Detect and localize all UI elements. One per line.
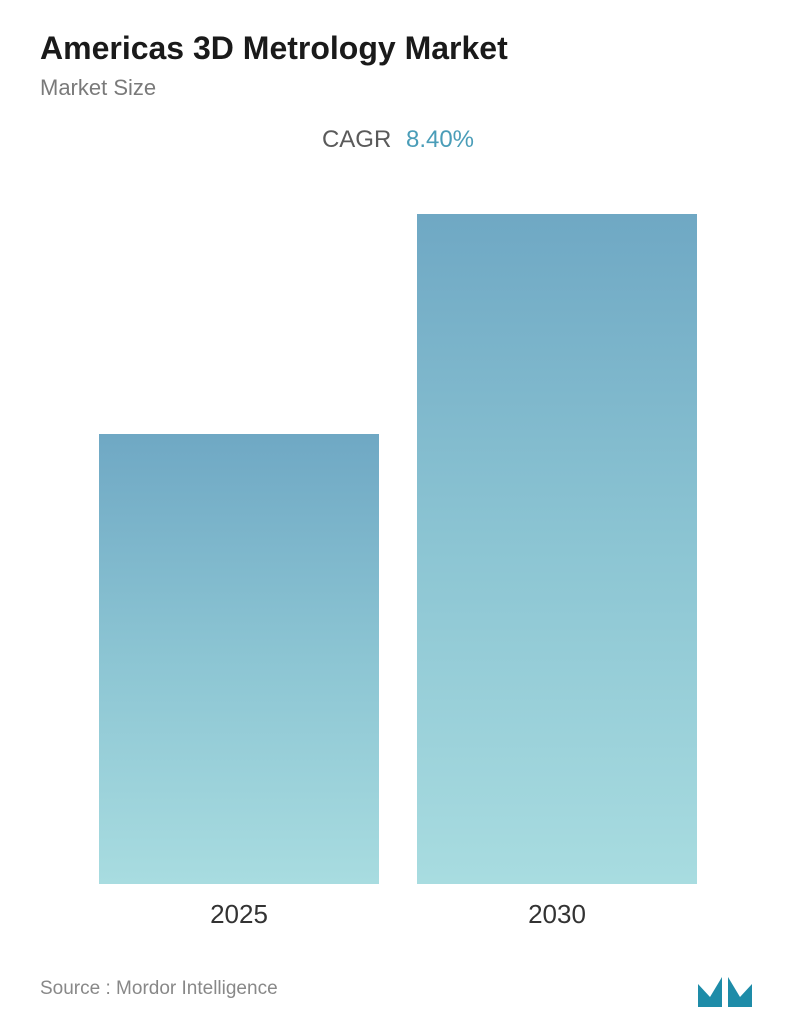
- cagr-label: CAGR: [322, 126, 391, 153]
- footer: Source : Mordor Intelligence: [40, 969, 756, 1009]
- x-axis-labels: 2025 2030: [40, 884, 756, 930]
- chart-subtitle: Market Size: [40, 75, 756, 101]
- bar-1: [417, 214, 697, 884]
- logo-icon: [696, 969, 756, 1009]
- bar-group-1: [417, 214, 697, 884]
- bar-0: [99, 434, 379, 884]
- x-label-1: 2030: [417, 899, 697, 930]
- chart-title: Americas 3D Metrology Market: [40, 30, 756, 67]
- source-label: Source :: [40, 978, 111, 999]
- bar-group-0: [99, 434, 379, 884]
- source-name-value: Mordor Intelligence: [116, 978, 278, 999]
- cagr-row: CAGR 8.40%: [40, 126, 756, 154]
- x-label-0: 2025: [99, 899, 379, 930]
- source-text: Source : Mordor Intelligence: [40, 978, 278, 1000]
- chart-area: [40, 194, 756, 884]
- cagr-value: 8.40%: [406, 126, 474, 153]
